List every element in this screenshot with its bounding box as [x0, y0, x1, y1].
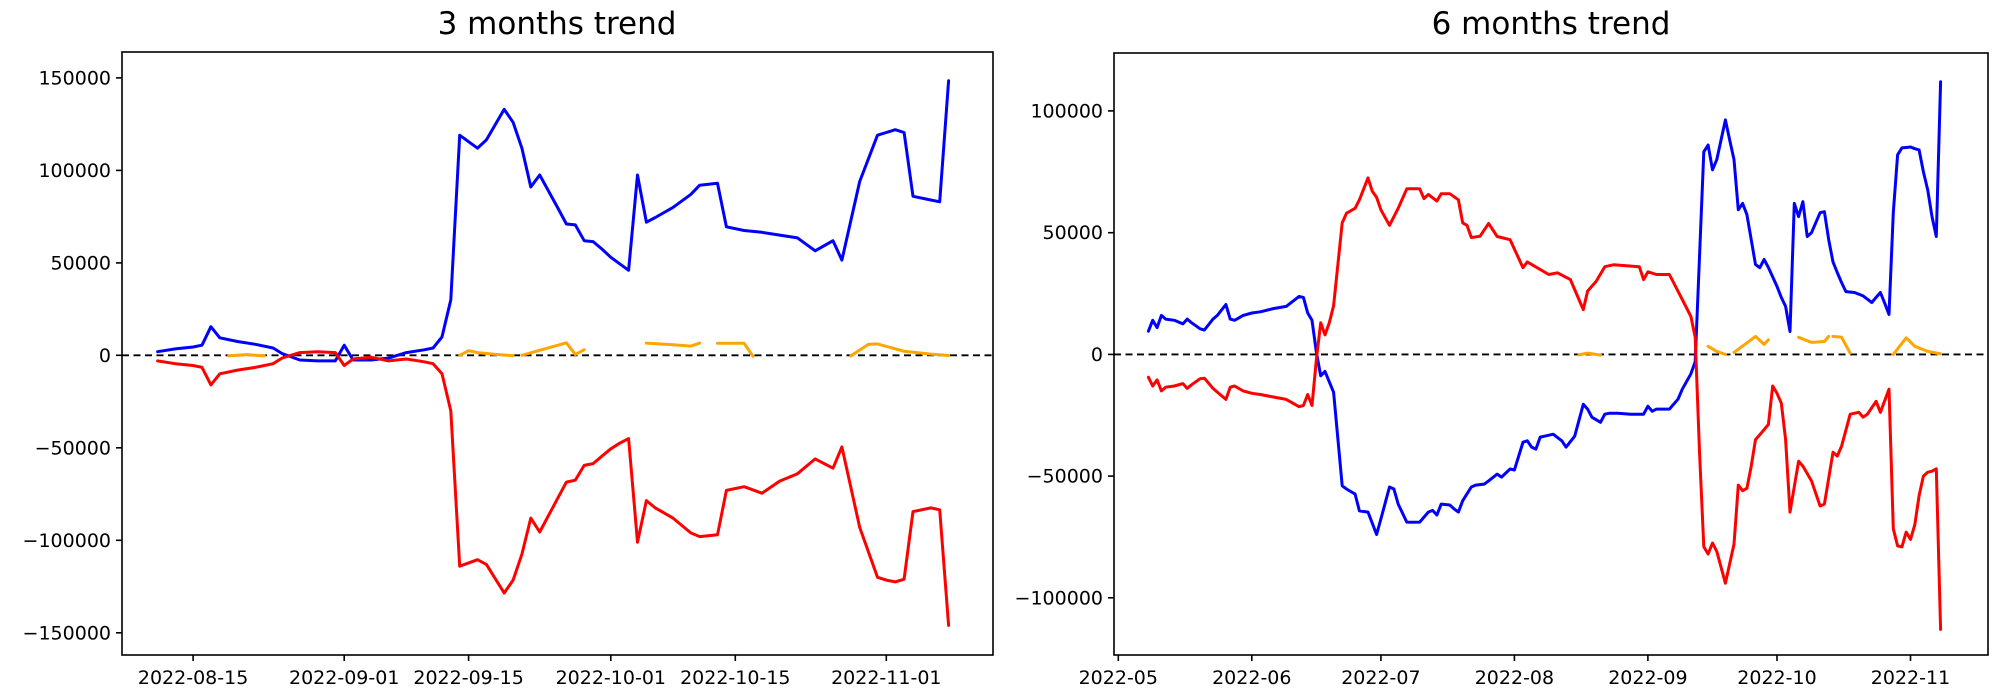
six-months-y-tick-label: 50000 — [1043, 222, 1103, 244]
six-months-x-tick-label: 2022-11 — [1871, 667, 1950, 689]
three-months-net-trend-line — [644, 341, 702, 348]
three-months-x-tick-label: 2022-09-01 — [289, 667, 399, 689]
three-months-chart-title: 3 months trend — [437, 6, 677, 42]
three-months-y-tick-label: −150000 — [23, 622, 111, 644]
six-months-x-tick-label: 2022-09 — [1608, 667, 1687, 689]
six-months-net-trend-line — [1831, 334, 1852, 355]
six-months-positive-trend-line — [1146, 80, 1943, 536]
three-months-net-trend-line — [849, 342, 951, 358]
six-months-net-trend-line — [1577, 351, 1602, 357]
three-months-net-trend-line — [716, 341, 755, 358]
six-months-x-tick-label: 2022-08 — [1475, 667, 1554, 689]
three-months-y-tick-label: −100000 — [23, 530, 111, 552]
three-months-positive-trend-line — [156, 79, 951, 363]
six-months-x-tick-label: 2022-06 — [1212, 667, 1291, 689]
six-months-x-tick-label: 2022-05 — [1079, 667, 1158, 689]
three-months-y-tick-label: 100000 — [38, 160, 111, 182]
three-months-x-tick-label: 2022-10-15 — [680, 667, 790, 689]
three-months-y-tick-label: 50000 — [51, 252, 111, 274]
three-months-negative-trend-line — [156, 350, 951, 627]
six-months-y-tick-label: −100000 — [1015, 587, 1103, 609]
three-months-x-tick-label: 2022-08-15 — [138, 667, 248, 689]
three-months-net-trend-line — [458, 349, 515, 358]
six-months-x-tick-label: 2022-10 — [1737, 667, 1816, 689]
six-months-net-trend-line — [1797, 334, 1831, 344]
three-months-y-tick-label: 0 — [99, 345, 111, 367]
three-months-y-tick-label: −50000 — [35, 437, 111, 459]
three-months-x-tick-label: 2022-10-01 — [556, 667, 666, 689]
six-months-chart-title: 6 months trend — [1431, 6, 1671, 42]
six-months-x-tick-label: 2022-07 — [1341, 667, 1420, 689]
three-months-plot-border — [121, 51, 994, 656]
six-months-negative-trend-line — [1146, 176, 1943, 631]
three-months-net-trend-line — [520, 341, 586, 357]
three-months-x-tick-label: 2022-09-15 — [413, 667, 523, 689]
six-months-net-trend-line — [1732, 334, 1770, 354]
three-months-x-tick-label: 2022-11-01 — [831, 667, 941, 689]
six-months-net-trend-line — [1706, 344, 1727, 356]
three-months-y-tick-label: 150000 — [38, 67, 111, 89]
six-months-y-tick-label: 0 — [1091, 344, 1103, 366]
three-months-net-trend-line — [227, 353, 266, 358]
six-months-y-tick-label: 100000 — [1030, 100, 1103, 122]
six-months-y-tick-label: −50000 — [1027, 466, 1103, 488]
six-months-net-trend-line — [1891, 336, 1943, 356]
